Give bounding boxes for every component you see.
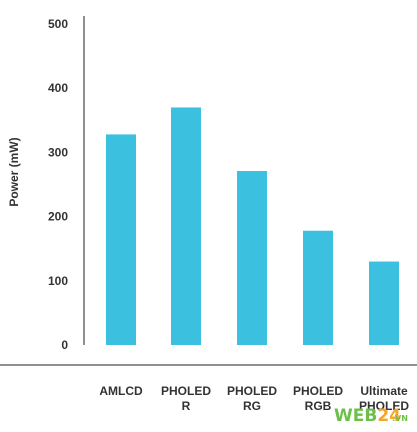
y-tick-label: 100 xyxy=(48,274,68,288)
x-category-label-line: PHOLED xyxy=(359,399,409,413)
y-tick-labels: 0 100 200 300 400 500 xyxy=(48,17,68,352)
x-category-label-line: PHOLED xyxy=(227,384,277,398)
y-tick-label: 200 xyxy=(48,210,68,224)
x-category-label: PHOLED RG xyxy=(227,384,277,413)
bars xyxy=(106,107,399,346)
x-category-label-line: Ultimate xyxy=(360,384,408,398)
watermark-24: 24 xyxy=(377,406,401,426)
svg-text:WEB24: WEB24 xyxy=(334,406,401,426)
bar xyxy=(369,261,399,345)
x-category-label: PHOLED RGB xyxy=(293,384,343,413)
x-category-label-line: R xyxy=(182,399,191,413)
x-category-label-line: PHOLED xyxy=(161,384,211,398)
y-axis-label: Power (mW) xyxy=(7,137,21,206)
watermark-suffix: .VN xyxy=(392,414,408,423)
watermark-web: WEB xyxy=(334,406,377,426)
bar xyxy=(106,134,136,345)
bar xyxy=(237,171,267,345)
bar xyxy=(171,107,201,346)
x-category-label: AMLCD xyxy=(99,384,143,398)
x-category-label: Ultimate PHOLED xyxy=(359,384,409,413)
y-tick-label: 0 xyxy=(61,338,68,352)
x-category-label-line: PHOLED xyxy=(293,384,343,398)
watermark-logo: WEB24 .VN xyxy=(334,406,408,426)
x-category-label-line: RG xyxy=(243,399,261,413)
y-tick-label: 500 xyxy=(48,17,68,31)
bar xyxy=(303,230,333,345)
y-tick-label: 300 xyxy=(48,145,68,159)
y-tick-label: 400 xyxy=(48,81,68,95)
x-category-label-line: RGB xyxy=(305,399,332,413)
x-category-label: PHOLED R xyxy=(161,384,211,413)
x-category-label-line: AMLCD xyxy=(99,384,143,398)
